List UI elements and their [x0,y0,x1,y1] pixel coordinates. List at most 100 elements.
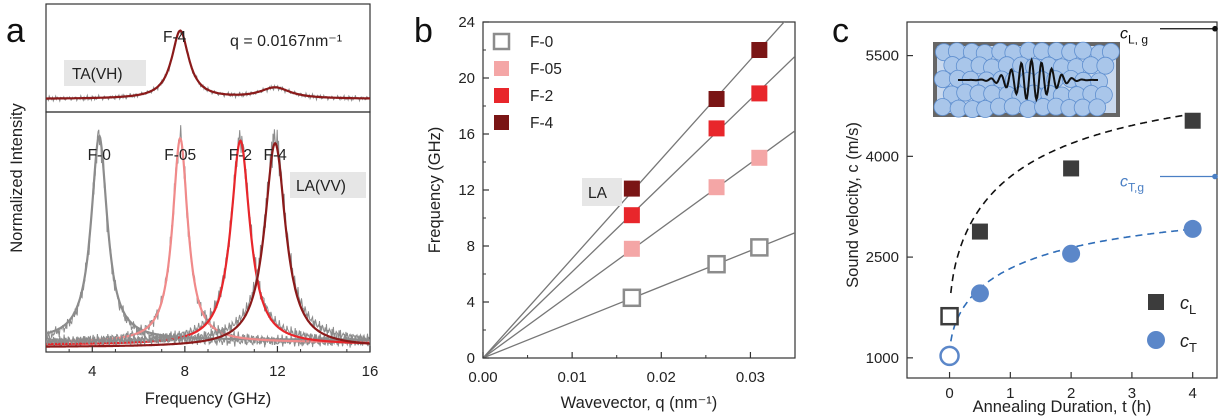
inset-particle [933,98,952,116]
raw-curve-f-4 [46,129,370,348]
la-annotation-bg [582,178,622,206]
limit-marker-1: cT,g [1120,173,1218,194]
ta-label-bg [64,60,146,86]
panel-b-ylabel: Frequency (GHz) [426,127,444,254]
panel-a-xtick-label: 12 [269,363,286,380]
ta-vh-label: TA(VH) [72,66,123,83]
panel-a: a 4 8 12 16 TA(VH) F-4 q = 0.0167nm⁻¹ LA(VV… [6,3,379,408]
inset-particle [1096,56,1115,75]
legend-label-c_t: cT [1180,331,1197,355]
marker-f-0 [622,288,642,308]
limit-dot [1212,173,1218,180]
marker-c_t [1183,219,1202,238]
top-peak-label: F-4 [163,29,187,46]
panel-b-xtick-label: 0.02 [647,369,676,386]
panel-c-xtick-label: 1 [1006,385,1014,402]
legend-label-f-4: F-4 [530,115,554,132]
fit-curve-f-0 [46,134,370,341]
inset-particle [1019,100,1038,118]
inset-illustration [933,41,1120,119]
marker-c_t [970,284,989,303]
legend-swatch-c_t [1147,331,1165,349]
panel-b-ytick-label: 12 [458,182,475,199]
panel-c-ytick-label: 4000 [866,148,899,165]
marker-f-2 [708,120,725,137]
marker-c_l [971,223,988,240]
panel-b-ytick-label: 0 [467,350,475,367]
panel-b-ytick-label: 8 [467,238,475,255]
la-label-bg [290,172,366,198]
fit-curve-c_l [950,113,1193,294]
panel-c-ytick-label: 5500 [866,48,899,65]
marker-c_t [939,345,960,367]
panel-c-xlabel: Annealing Duration, t (h) [973,398,1152,416]
panel-b-ytick-label: 4 [467,294,475,311]
inset-particle [934,70,952,89]
marker-f-0 [707,254,726,274]
marker-f-05 [751,149,768,166]
panel-a-xtick-label: 4 [88,363,96,380]
panel-c-ylabel: Sound velocity, c (m/s) [844,122,862,288]
marker-c_l [940,306,959,326]
legend-label-f-2: F-2 [530,88,553,105]
fit-line-f-2 [483,55,795,358]
panel-a-xtick-label: 16 [362,363,379,380]
marker-f-4 [623,180,640,197]
marker-f-2 [623,207,640,224]
inset-particle [1003,97,1022,116]
panel-a-ylabel: Normalized Intensity [8,103,26,253]
legend-swatch-f-0 [492,32,511,51]
limit-label: cT,g [1120,173,1144,194]
marker-f-05 [708,179,725,196]
peak-label-f-05: F-05 [164,147,196,164]
panel-b-ytick-label: 24 [458,14,475,31]
q-annotation: q = 0.0167nm⁻¹ [230,33,342,50]
panel-c-ytick-label: 2500 [866,249,899,266]
panel-c: c 0 1 2 3 4 1000 2500 4000 5500 cL, g cT,g cL cT A… [832,12,1218,416]
inset-particle [1088,98,1107,117]
marker-f-4 [751,42,768,58]
panel-letter-c: c [832,12,849,50]
marker-c_t [1062,244,1081,263]
panel-letter-b: b [414,12,433,50]
peak-label-f-2: F-2 [229,147,252,164]
panel-c-xtick-label: 0 [945,385,953,402]
panel-c-frame [906,21,1218,379]
la-annotation: LA [588,185,608,202]
inset-wave-packet [958,57,1098,103]
panel-c-xtick-label: 4 [1189,385,1197,402]
la-vv-label: LA(VV) [296,178,346,195]
marker-c_l [1063,160,1080,177]
panel-c-xtick-label: 2 [1067,385,1075,402]
top-fit-curve-f-4 [46,29,370,100]
panel-b-xlabel: Wavevector, q (nm⁻¹) [561,394,718,412]
fit-curve-c_t [950,228,1193,342]
panel-b-xtick-label: 0.03 [736,369,765,386]
legend-label-f-05: F-05 [530,61,562,78]
panel-c-ytick-label: 1000 [866,350,899,367]
panel-a-xlabel: Frequency (GHz) [145,390,272,408]
peak-label-f-0: F-0 [88,147,112,164]
limit-label: cL, g [1120,26,1148,47]
legend-label-f-0: F-0 [530,34,554,51]
panel-b-xtick-label: 0.01 [558,369,587,386]
fit-curve-f-2 [46,139,370,346]
legend-swatch-f-05 [494,61,509,76]
panel-b-xtick-label: 0.00 [468,369,497,386]
panel-a-top-frame [45,3,371,113]
legend-label-c_l: cL [1180,293,1196,317]
panel-b-ytick-label: 16 [458,126,475,143]
marker-f-4 [708,91,725,107]
panel-c-xtick-label: 3 [1128,385,1136,402]
legend-swatch-f-4 [494,115,509,130]
panel-letter-a: a [6,12,25,50]
marker-f-0 [750,238,769,257]
limit-dot [1212,25,1218,32]
marker-f-05 [623,240,640,257]
fit-curve-f-4 [46,141,370,348]
legend-swatch-c_l [1148,294,1164,310]
legend-swatch-f-2 [494,88,509,103]
marker-c_l [1184,112,1201,129]
limit-marker-0: cL, g [1120,26,1218,47]
